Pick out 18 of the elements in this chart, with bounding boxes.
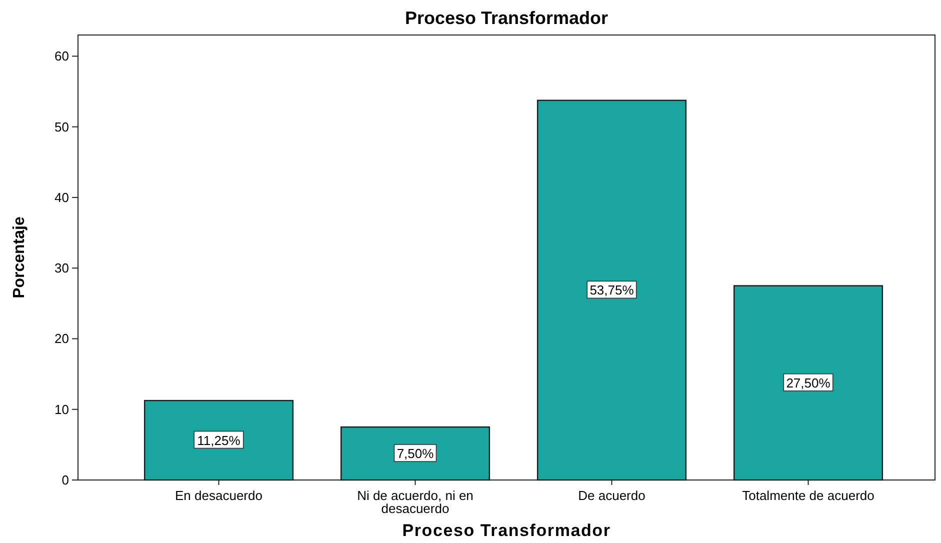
x-tick-label: En desacuerdo <box>175 488 262 503</box>
data-label: 53,75% <box>590 282 634 298</box>
y-tick-label: 40 <box>54 190 69 205</box>
y-tick-label: 10 <box>54 402 69 417</box>
data-label: 27,50% <box>786 375 831 390</box>
x-tick-label: Ni de acuerdo, ni en desacuerdo <box>357 488 474 516</box>
y-tick-label: 0 <box>62 472 69 488</box>
data-label: 11,25% <box>197 432 241 448</box>
x-tick-label: Totalmente de acuerdo <box>742 488 874 503</box>
y-tick-label: 50 <box>54 119 69 134</box>
y-tick-label: 20 <box>54 331 69 346</box>
chart-title: Proceso Transformador <box>404 8 608 28</box>
y-tick-label: 60 <box>54 48 69 64</box>
x-axis-title: Proceso Transformador <box>402 521 611 540</box>
y-tick-label: 30 <box>54 260 69 276</box>
x-tick-label: De acuerdo <box>578 488 646 503</box>
y-axis-title: Porcentaje <box>11 216 28 298</box>
data-label: 7,50% <box>396 446 434 462</box>
